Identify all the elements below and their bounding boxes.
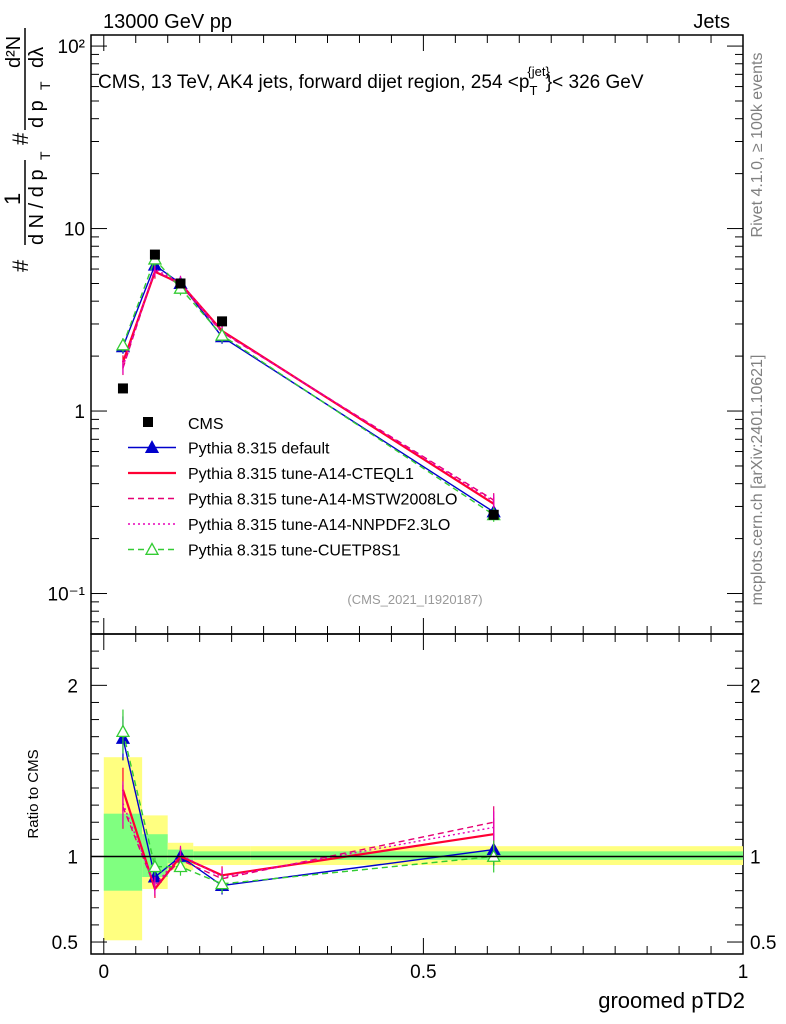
ratio-y-tick-label-right: 1 xyxy=(750,847,761,868)
ratio-y-ticks: 0.5 0.5 1 1 2 2 xyxy=(52,650,776,954)
x-axis-label: groomed pTD2 xyxy=(598,988,745,1013)
ratio-y-axis-label: Ratio to CMS xyxy=(25,749,42,838)
main-y-tick-label: 10 xyxy=(64,220,85,241)
main-point-cuetp8s1 xyxy=(214,327,230,341)
ylabel-dlambda: dλ xyxy=(26,47,48,68)
main-y-tick-label: 10² xyxy=(58,37,85,58)
header-right-label: Jets xyxy=(693,11,730,33)
ylabel-one: 1 xyxy=(0,193,25,205)
main-point-cms xyxy=(217,316,228,327)
ratio-y-tick-label-left: 2 xyxy=(67,676,78,697)
ratio-y-tick-label-right: 2 xyxy=(750,676,761,697)
ylabel-d2n: d²N xyxy=(3,36,25,68)
main-point-cms xyxy=(175,278,186,289)
ratio-plot-frame xyxy=(90,633,744,955)
main-plot-series xyxy=(115,249,501,522)
legend-label-a14_nnpdf: Pythia 8.315 tune-A14-NNPDF2.3LO xyxy=(188,517,450,534)
ylabel-hash-2: # xyxy=(8,132,33,145)
ratio-uncertainty-bands xyxy=(103,757,743,941)
main-point-cms xyxy=(149,249,160,260)
x-tick-label: 0 xyxy=(98,962,109,983)
ratio-point-cuetp8s1 xyxy=(115,724,131,737)
ylabel-dpt: d p xyxy=(26,100,48,128)
ylabel-dn-dpt: d N / d p xyxy=(26,169,48,245)
main-y-tick-label: 1 xyxy=(74,402,85,423)
main-point-cuetp8s1 xyxy=(115,337,131,351)
ratio-y-tick-label-right: 0.5 xyxy=(750,933,776,954)
ylabel-hash-1: # xyxy=(8,259,33,272)
ratio-y-tick-label-left: 0.5 xyxy=(52,933,78,954)
x-tick-label: 0.5 xyxy=(410,962,436,983)
header-left-label: 13000 GeV pp xyxy=(103,11,232,33)
legend-label-cms: CMS xyxy=(188,416,224,433)
legend-marker-cuetp8s1 xyxy=(144,542,160,555)
legend-marker-cms xyxy=(143,417,153,427)
title-sub: T xyxy=(529,83,537,98)
analysis-tag: (CMS_2021_I1920187) xyxy=(347,592,482,607)
main-y-ticks: 10⁻¹ 1 10 10² xyxy=(48,37,743,635)
ratio-point-cuetp8s1 xyxy=(147,859,163,873)
main-y-axis-label: # 1 d N / d p T # d²N d p T dλ xyxy=(0,28,53,272)
mcplots-reference-label: mcplots.cern.ch [arXiv:2401.10621] xyxy=(749,355,766,606)
ratio-point-cuetp8s1 xyxy=(214,876,230,890)
main-y-tick-label: 10⁻¹ xyxy=(48,585,86,606)
legend-marker-default xyxy=(144,440,160,453)
legend-label-cuetp8s1: Pythia 8.315 tune-CUETP8S1 xyxy=(188,543,401,560)
title-sup: {jet} xyxy=(527,64,550,79)
legend-label-a14_mstw: Pythia 8.315 tune-A14-MSTW2008LO xyxy=(188,492,457,509)
rivet-version-label: Rivet 4.1.0, ≥ 100k events xyxy=(749,53,766,238)
main-point-cms xyxy=(488,509,499,520)
title-main: CMS, 13 TeV, AK4 jets, forward dijet reg… xyxy=(98,72,529,93)
legend-label-a14_cteq: Pythia 8.315 tune-A14-CTEQL1 xyxy=(188,466,414,483)
ylabel-t-sub-2: T xyxy=(37,81,53,90)
ylabel-t-sub-1: T xyxy=(37,151,53,160)
legend: CMS Pythia 8.315 default Pythia 8.315 tune… xyxy=(128,416,457,560)
ratio-band-stat-bin-3 xyxy=(193,851,251,860)
x-ticks: 0 0.5 1 xyxy=(98,35,748,983)
title-tail: }< 326 GeV xyxy=(546,72,644,93)
main-point-cms xyxy=(117,383,128,394)
x-tick-label: 1 xyxy=(738,962,749,983)
ratio-y-tick-label-left: 1 xyxy=(67,847,78,868)
ratio-point-cuetp8s1 xyxy=(173,859,188,873)
plot-title: CMS, 13 TeV, AK4 jets, forward dijet reg… xyxy=(98,64,644,98)
legend-label-default: Pythia 8.315 default xyxy=(188,441,330,458)
